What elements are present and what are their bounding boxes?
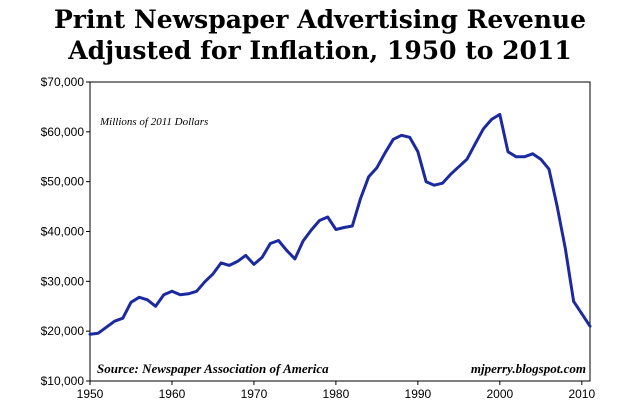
x-tick-label: 2000 — [486, 387, 513, 401]
y-tick-label: $20,000 — [41, 324, 85, 338]
chart-title: Print Newspaper Advertising Revenue Adju… — [0, 4, 640, 66]
chart-title-line-2: Adjusted for Inflation, 1950 to 2011 — [68, 36, 572, 65]
units-note: Millions of 2011 Dollars — [99, 116, 208, 128]
x-tick-label: 2010 — [568, 387, 595, 401]
x-tick-label: 1960 — [159, 387, 186, 401]
y-tick-label: $40,000 — [41, 225, 85, 239]
source-note: Source: Newspaper Association of America — [97, 361, 329, 376]
x-tick-label: 1980 — [323, 387, 350, 401]
chart-title-line-1: Print Newspaper Advertising Revenue — [53, 5, 587, 34]
series-line — [88, 112, 592, 336]
y-tick-label: $10,000 — [41, 374, 85, 388]
y-tick-label: $60,000 — [41, 125, 85, 139]
tick-labels: $10,000 $20,000 $30,000 $40,000 $50,000 $60,0… — [41, 75, 596, 401]
y-tick-label: $50,000 — [41, 175, 85, 189]
y-tick-label: $30,000 — [41, 274, 85, 288]
x-tick-label: 1950 — [77, 387, 104, 401]
axes — [86, 81, 591, 385]
x-tick-label: 1990 — [405, 387, 432, 401]
y-tick-label: $70,000 — [41, 75, 85, 89]
credit-note: mjperry.blogspot.com — [471, 361, 586, 376]
x-tick-label: 1970 — [241, 387, 268, 401]
series-group — [88, 112, 592, 336]
